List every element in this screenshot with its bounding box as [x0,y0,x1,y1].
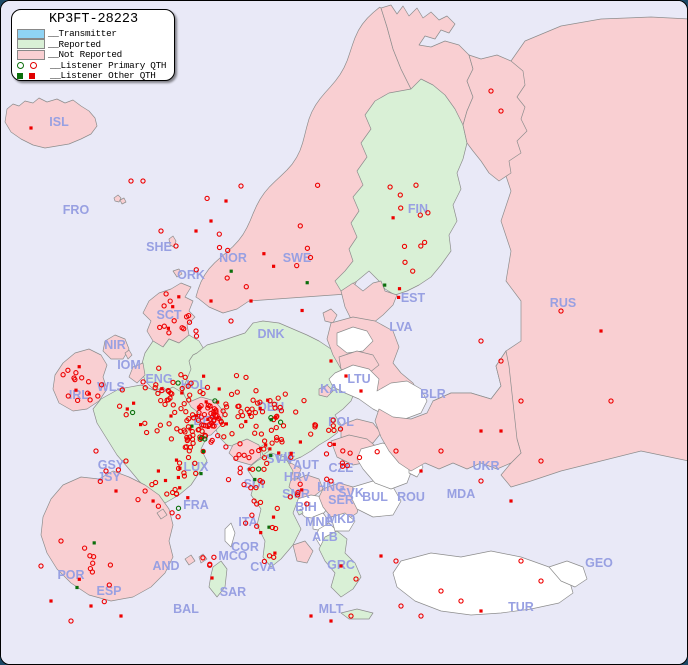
svg-text:TUR: TUR [508,600,534,614]
svg-text:MLT: MLT [319,602,344,616]
svg-text:GEO: GEO [585,556,613,570]
svg-text:SCT: SCT [157,308,182,322]
svg-text:FRO: FRO [63,203,90,217]
svg-text:EST: EST [401,291,426,305]
svg-text:BAL: BAL [173,602,199,616]
svg-text:FRA: FRA [183,498,209,512]
svg-text:DNK: DNK [257,327,284,341]
svg-text:ROU: ROU [397,490,425,504]
svg-text:ORK: ORK [177,268,205,282]
svg-text:HOL: HOL [181,378,208,392]
svg-text:ISL: ISL [49,115,69,129]
svg-text:AND: AND [152,559,179,573]
svg-text:SER: SER [328,493,354,507]
svg-text:LTU: LTU [347,372,370,386]
svg-text:NOR: NOR [219,251,247,265]
svg-text:COR: COR [231,540,259,554]
svg-text:KAL: KAL [320,382,346,396]
svg-text:SAR: SAR [220,585,246,599]
svg-text:UKR: UKR [472,459,499,473]
svg-text:ESP: ESP [96,584,121,598]
svg-text:ENG: ENG [145,372,172,386]
svg-text:HRV: HRV [284,470,311,484]
svg-text:IOM: IOM [117,358,141,372]
svg-text:HNG: HNG [317,480,345,494]
svg-text:NIR: NIR [104,338,126,352]
svg-text:BLR: BLR [420,387,446,401]
svg-text:SWE: SWE [283,251,311,265]
svg-text:ALB: ALB [312,530,338,544]
svg-text:MDA: MDA [447,487,475,501]
svg-text:RUS: RUS [550,296,576,310]
svg-text:MKD: MKD [327,512,355,526]
svg-text:BUL: BUL [362,490,388,504]
svg-text:SHE: SHE [146,240,172,254]
svg-text:LVA: LVA [389,320,412,334]
